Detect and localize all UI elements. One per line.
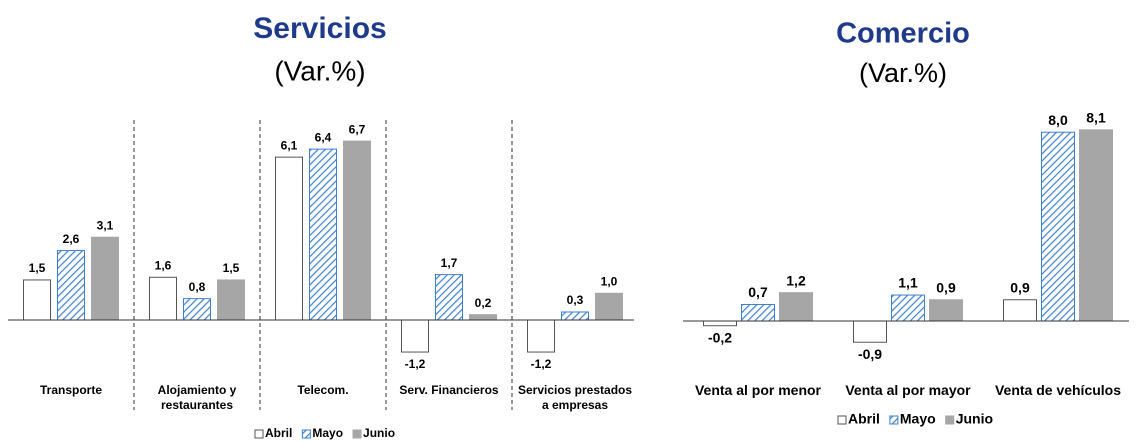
legend-label: Abril	[848, 411, 880, 427]
value-label: 6,1	[281, 138, 298, 152]
value-label: 2,6	[63, 232, 80, 246]
bar	[1079, 129, 1113, 322]
bar	[183, 298, 211, 321]
value-label: -0,9	[858, 346, 882, 362]
value-label: 6,7	[349, 122, 366, 136]
bar	[23, 279, 51, 321]
legend-label: Abril	[265, 426, 292, 440]
bar	[1003, 299, 1037, 322]
value-label: 1,7	[441, 256, 458, 270]
bar	[149, 276, 177, 321]
chart-title: Comercio	[836, 18, 970, 50]
bar	[217, 279, 245, 321]
value-label: -0,2	[708, 329, 732, 345]
category-label: Venta al por menor	[694, 382, 822, 398]
bar	[703, 320, 737, 327]
category-label: Serv. Financieros	[399, 383, 499, 397]
legend-swatch	[945, 415, 955, 425]
value-label: 1,6	[155, 258, 172, 272]
bar	[741, 303, 775, 322]
category-label: Telecom.	[297, 383, 349, 397]
bar	[343, 140, 371, 321]
legend-swatch	[889, 415, 899, 425]
bar	[57, 250, 85, 321]
value-label: 6,4	[315, 130, 332, 144]
bar	[309, 148, 337, 321]
legend-swatch	[352, 429, 362, 439]
value-label: 1,0	[601, 274, 618, 288]
bar	[779, 292, 813, 322]
bar	[595, 292, 623, 321]
category-label: Alojamiento y restaurantes	[157, 383, 237, 412]
value-label: -1,2	[531, 357, 552, 371]
value-label: -1,2	[405, 357, 426, 371]
value-label: 3,1	[97, 218, 114, 232]
legend-label: Mayo	[900, 411, 936, 427]
bar	[561, 311, 589, 321]
value-label: 0,7	[748, 284, 768, 300]
bar	[929, 299, 963, 322]
chart-subtitle: (Var.%)	[859, 58, 947, 88]
chart-title: Servicios	[253, 12, 386, 45]
bar	[469, 314, 497, 321]
category-label: Venta al por mayor	[845, 382, 971, 398]
bar	[527, 319, 555, 353]
category-label: Venta de vehículos	[994, 382, 1122, 398]
bar	[401, 319, 429, 353]
value-label: 0,2	[475, 296, 492, 310]
bar	[1041, 131, 1075, 322]
bar	[435, 274, 463, 321]
value-label: 0,3	[567, 293, 584, 307]
category-label: Transporte	[39, 383, 102, 397]
value-label: 1,1	[898, 275, 918, 291]
legend-swatch	[301, 429, 311, 439]
value-label: 0,9	[936, 279, 956, 295]
value-label: 0,8	[189, 280, 206, 294]
bar	[275, 156, 303, 321]
category-label: Servicios prestados a empresas	[517, 383, 633, 412]
legend-label: Mayo	[312, 426, 343, 440]
legend-label: Junio	[363, 426, 395, 440]
chart-subtitle: (Var.%)	[274, 55, 365, 86]
value-label: 1,2	[786, 272, 806, 288]
legend-swatch	[837, 415, 847, 425]
legend-label: Junio	[956, 411, 993, 427]
value-label: 1,5	[223, 261, 240, 275]
bar	[91, 236, 119, 321]
value-label: 8,1	[1086, 110, 1106, 126]
value-label: 0,9	[1010, 279, 1030, 295]
bar	[853, 320, 887, 343]
legend-swatch	[254, 429, 264, 439]
bar	[891, 294, 925, 322]
value-label: 1,5	[29, 261, 46, 275]
value-label: 8,0	[1048, 112, 1068, 128]
